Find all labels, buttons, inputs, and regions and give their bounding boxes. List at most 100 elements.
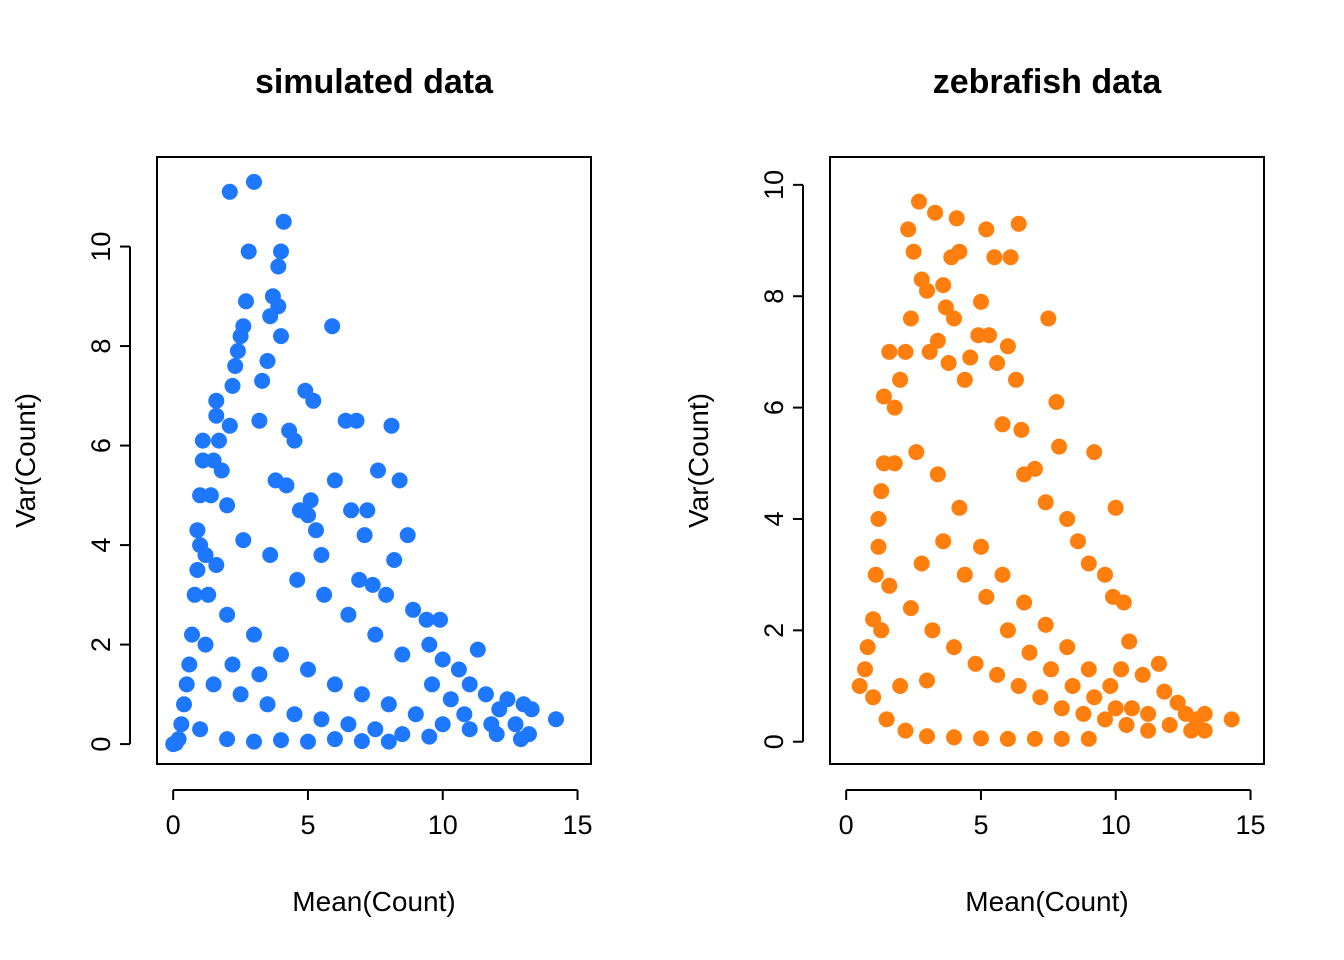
- data-point: [326, 676, 343, 693]
- data-point: [186, 586, 203, 603]
- data-point: [908, 444, 925, 461]
- data-point: [1037, 616, 1054, 633]
- data-point: [940, 355, 957, 371]
- data-point: [499, 691, 516, 708]
- data-point: [308, 522, 324, 539]
- data-point: [1156, 683, 1173, 700]
- data-point: [442, 691, 459, 708]
- data-point: [1053, 700, 1070, 717]
- data-point: [919, 728, 935, 745]
- data-point: [973, 730, 989, 747]
- data-point: [176, 696, 192, 713]
- data-point: [227, 358, 244, 374]
- data-point: [1113, 661, 1130, 678]
- data-point: [348, 412, 365, 429]
- data-point: [194, 432, 211, 449]
- data-point: [1223, 711, 1240, 728]
- data-point: [200, 586, 217, 603]
- data-point: [946, 639, 962, 656]
- data-point: [208, 557, 225, 573]
- data-point: [1010, 678, 1027, 694]
- data-point: [305, 392, 322, 409]
- x-axis-label: Mean(Count): [965, 886, 1128, 917]
- data-point: [405, 601, 422, 618]
- data-point: [1115, 594, 1132, 611]
- data-point: [999, 622, 1016, 639]
- data-point: [956, 371, 973, 388]
- data-point: [351, 571, 368, 588]
- data-point: [224, 656, 241, 673]
- data-point: [1043, 661, 1059, 678]
- data-point: [189, 522, 206, 539]
- data-point: [1140, 722, 1157, 739]
- data-point: [300, 507, 316, 524]
- y-axis-label: Var(Count): [683, 393, 714, 528]
- y-tick-label: 0: [759, 734, 789, 749]
- data-point: [170, 731, 187, 748]
- data-point: [978, 221, 995, 238]
- data-point: [461, 676, 478, 693]
- data-point: [391, 472, 408, 489]
- data-point: [873, 483, 890, 500]
- data-point: [937, 299, 954, 316]
- data-point: [865, 611, 882, 628]
- data-point: [951, 243, 968, 260]
- chart-title: simulated data: [255, 63, 494, 101]
- data-point: [246, 173, 262, 190]
- data-point: [353, 686, 370, 703]
- data-point: [886, 455, 903, 472]
- data-point: [986, 249, 1003, 266]
- data-point: [273, 243, 289, 260]
- data-point: [219, 731, 236, 748]
- data-point: [927, 204, 944, 221]
- data-point: [251, 412, 268, 429]
- data-point: [421, 728, 438, 745]
- data-point: [289, 571, 306, 588]
- x-tick-label: 15: [1235, 810, 1265, 840]
- data-point: [184, 626, 200, 643]
- data-point: [929, 332, 946, 349]
- y-tick-label: 10: [86, 232, 116, 262]
- y-tick-label: 4: [86, 538, 116, 553]
- data-point: [878, 711, 895, 728]
- data-point: [989, 355, 1006, 371]
- data-point: [219, 497, 236, 514]
- data-point: [343, 502, 360, 519]
- data-point: [892, 678, 909, 694]
- x-tick-label: 0: [166, 810, 181, 840]
- data-point: [232, 686, 249, 703]
- data-point: [240, 243, 257, 260]
- data-point: [870, 511, 887, 527]
- data-point: [178, 676, 195, 693]
- data-points: [165, 173, 564, 753]
- x-axis-label: Mean(Count): [292, 886, 455, 917]
- data-point: [946, 729, 962, 746]
- scatter-panel-zebrafish: zebrafish data 0 5 10 15 0 2 4 6 8 10 Mean(Count) Va…: [683, 63, 1266, 917]
- data-point: [326, 472, 343, 489]
- plot-frame: [829, 156, 1265, 765]
- data-point: [418, 611, 435, 628]
- data-point: [857, 661, 873, 678]
- y-tick-label: 6: [86, 438, 116, 453]
- y-axis: 0 2 4 6 8 10: [86, 232, 131, 752]
- data-point: [1026, 730, 1043, 747]
- data-point: [1097, 566, 1113, 583]
- x-tick-label: 5: [300, 810, 315, 840]
- data-point: [999, 338, 1016, 355]
- data-point: [189, 562, 206, 578]
- data-point: [270, 298, 287, 315]
- data-point: [367, 721, 384, 738]
- data-point: [881, 577, 898, 594]
- x-axis: 0 5 10 15: [839, 789, 1266, 840]
- data-point: [262, 547, 279, 563]
- data-point: [286, 706, 303, 723]
- data-point: [913, 555, 930, 572]
- y-tick-label: 2: [86, 637, 116, 652]
- data-point: [1070, 533, 1086, 550]
- data-point: [1026, 460, 1043, 477]
- data-point: [356, 527, 373, 544]
- data-point: [229, 343, 246, 359]
- data-point: [924, 622, 941, 639]
- data-point: [316, 586, 333, 603]
- y-tick-label: 8: [759, 289, 789, 304]
